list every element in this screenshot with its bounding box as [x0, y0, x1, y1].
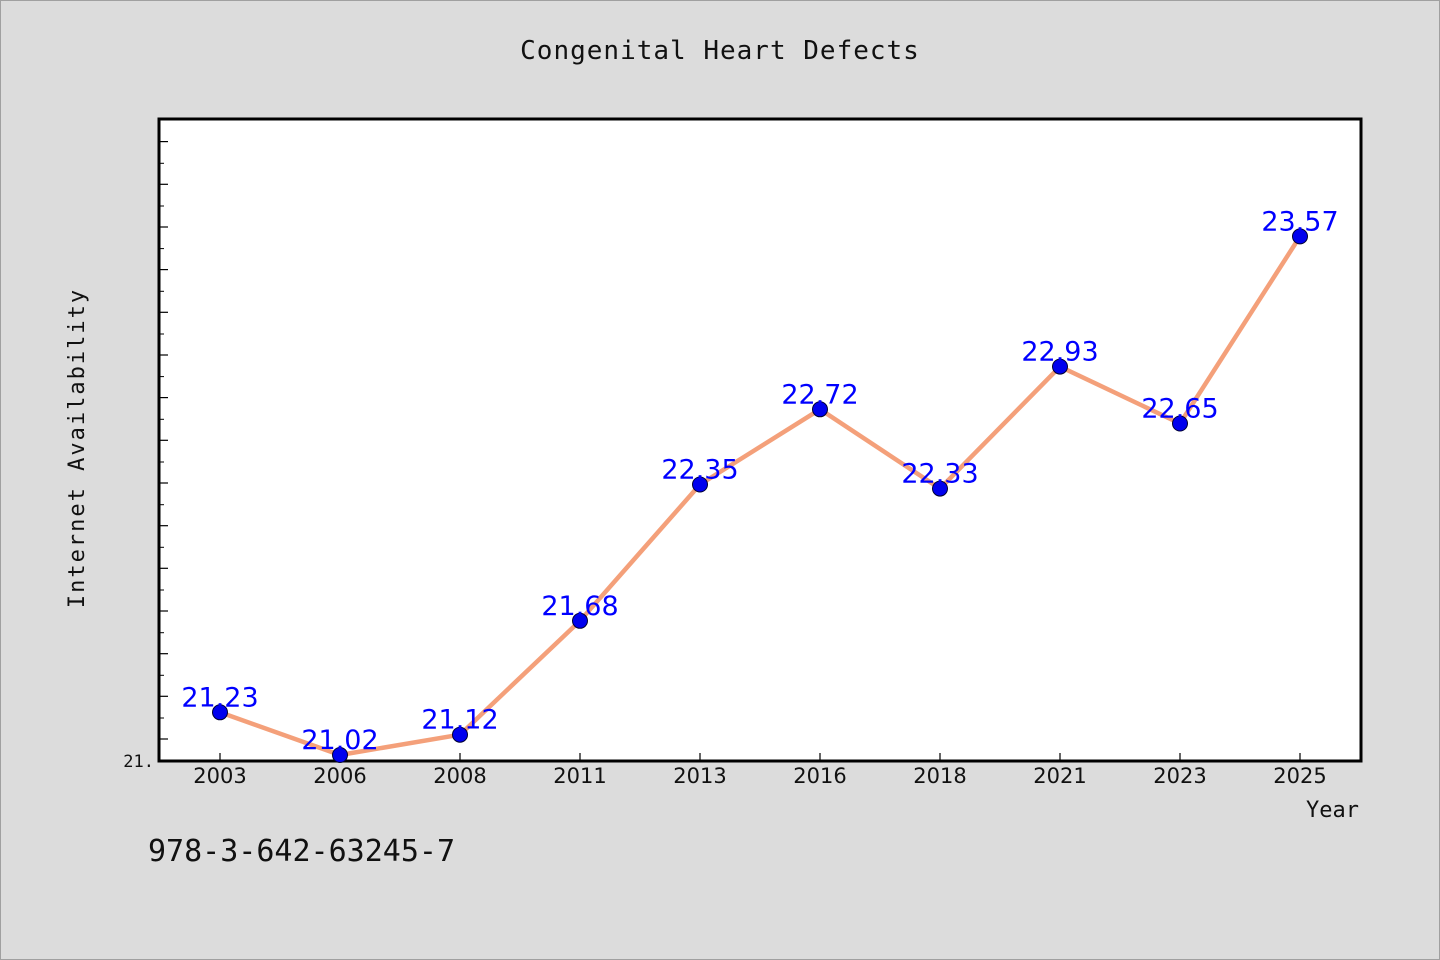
x-tick-label: 2011	[553, 764, 606, 788]
data-point	[1052, 358, 1068, 375]
data-labels: 21.23 21.02 21.12 21.68 22.35 22.72 22.33 22.93…	[181, 206, 1338, 756]
y-tick-label: 21.	[123, 752, 154, 772]
data-label: 21.68	[541, 591, 618, 622]
plot-area	[157, 117, 1363, 763]
x-tick-label: 2016	[793, 764, 846, 788]
data-point	[932, 480, 948, 497]
data-label: 21.12	[421, 705, 498, 736]
x-tick-label: 2023	[1153, 764, 1206, 788]
data-point	[812, 401, 828, 418]
y-axis-ticks	[159, 141, 168, 740]
data-point	[452, 726, 468, 743]
data-label: 22.72	[781, 379, 858, 410]
data-label: 22.33	[901, 459, 978, 490]
data-point	[1292, 228, 1308, 245]
x-tick-label: 2025	[1273, 764, 1326, 788]
data-point	[692, 476, 708, 493]
data-label: 23.57	[1261, 206, 1338, 237]
series-line-group	[219, 235, 1302, 758]
data-label: 22.35	[661, 455, 738, 486]
footer-code: 978-3-642-63245-7	[148, 834, 456, 869]
series-line	[219, 235, 1302, 758]
x-tick-label: 2013	[673, 764, 726, 788]
x-tick-label: 2003	[193, 764, 246, 788]
x-tick-label: 2006	[313, 764, 366, 788]
data-point	[212, 704, 228, 721]
data-label: 21.02	[301, 725, 378, 756]
data-point	[332, 747, 348, 763]
x-axis: 2003 2006 2008 2011 2013 2016 2018 2021 2023 2025	[193, 753, 1327, 788]
x-tick-label: 2021	[1033, 764, 1086, 788]
data-point	[572, 612, 588, 629]
data-label: 21.23	[181, 682, 258, 713]
data-label: 22.65	[1141, 394, 1218, 425]
y-axis-label: Internet Availability	[65, 288, 90, 608]
x-tick-label: 2008	[433, 764, 486, 788]
series-markers	[212, 228, 1308, 763]
chart-title: Congenital Heart Defects	[520, 36, 920, 66]
x-axis-label: Year	[1306, 798, 1359, 823]
data-point	[1172, 415, 1188, 432]
x-tick-label: 2018	[913, 764, 966, 788]
data-label: 22.93	[1021, 337, 1098, 368]
